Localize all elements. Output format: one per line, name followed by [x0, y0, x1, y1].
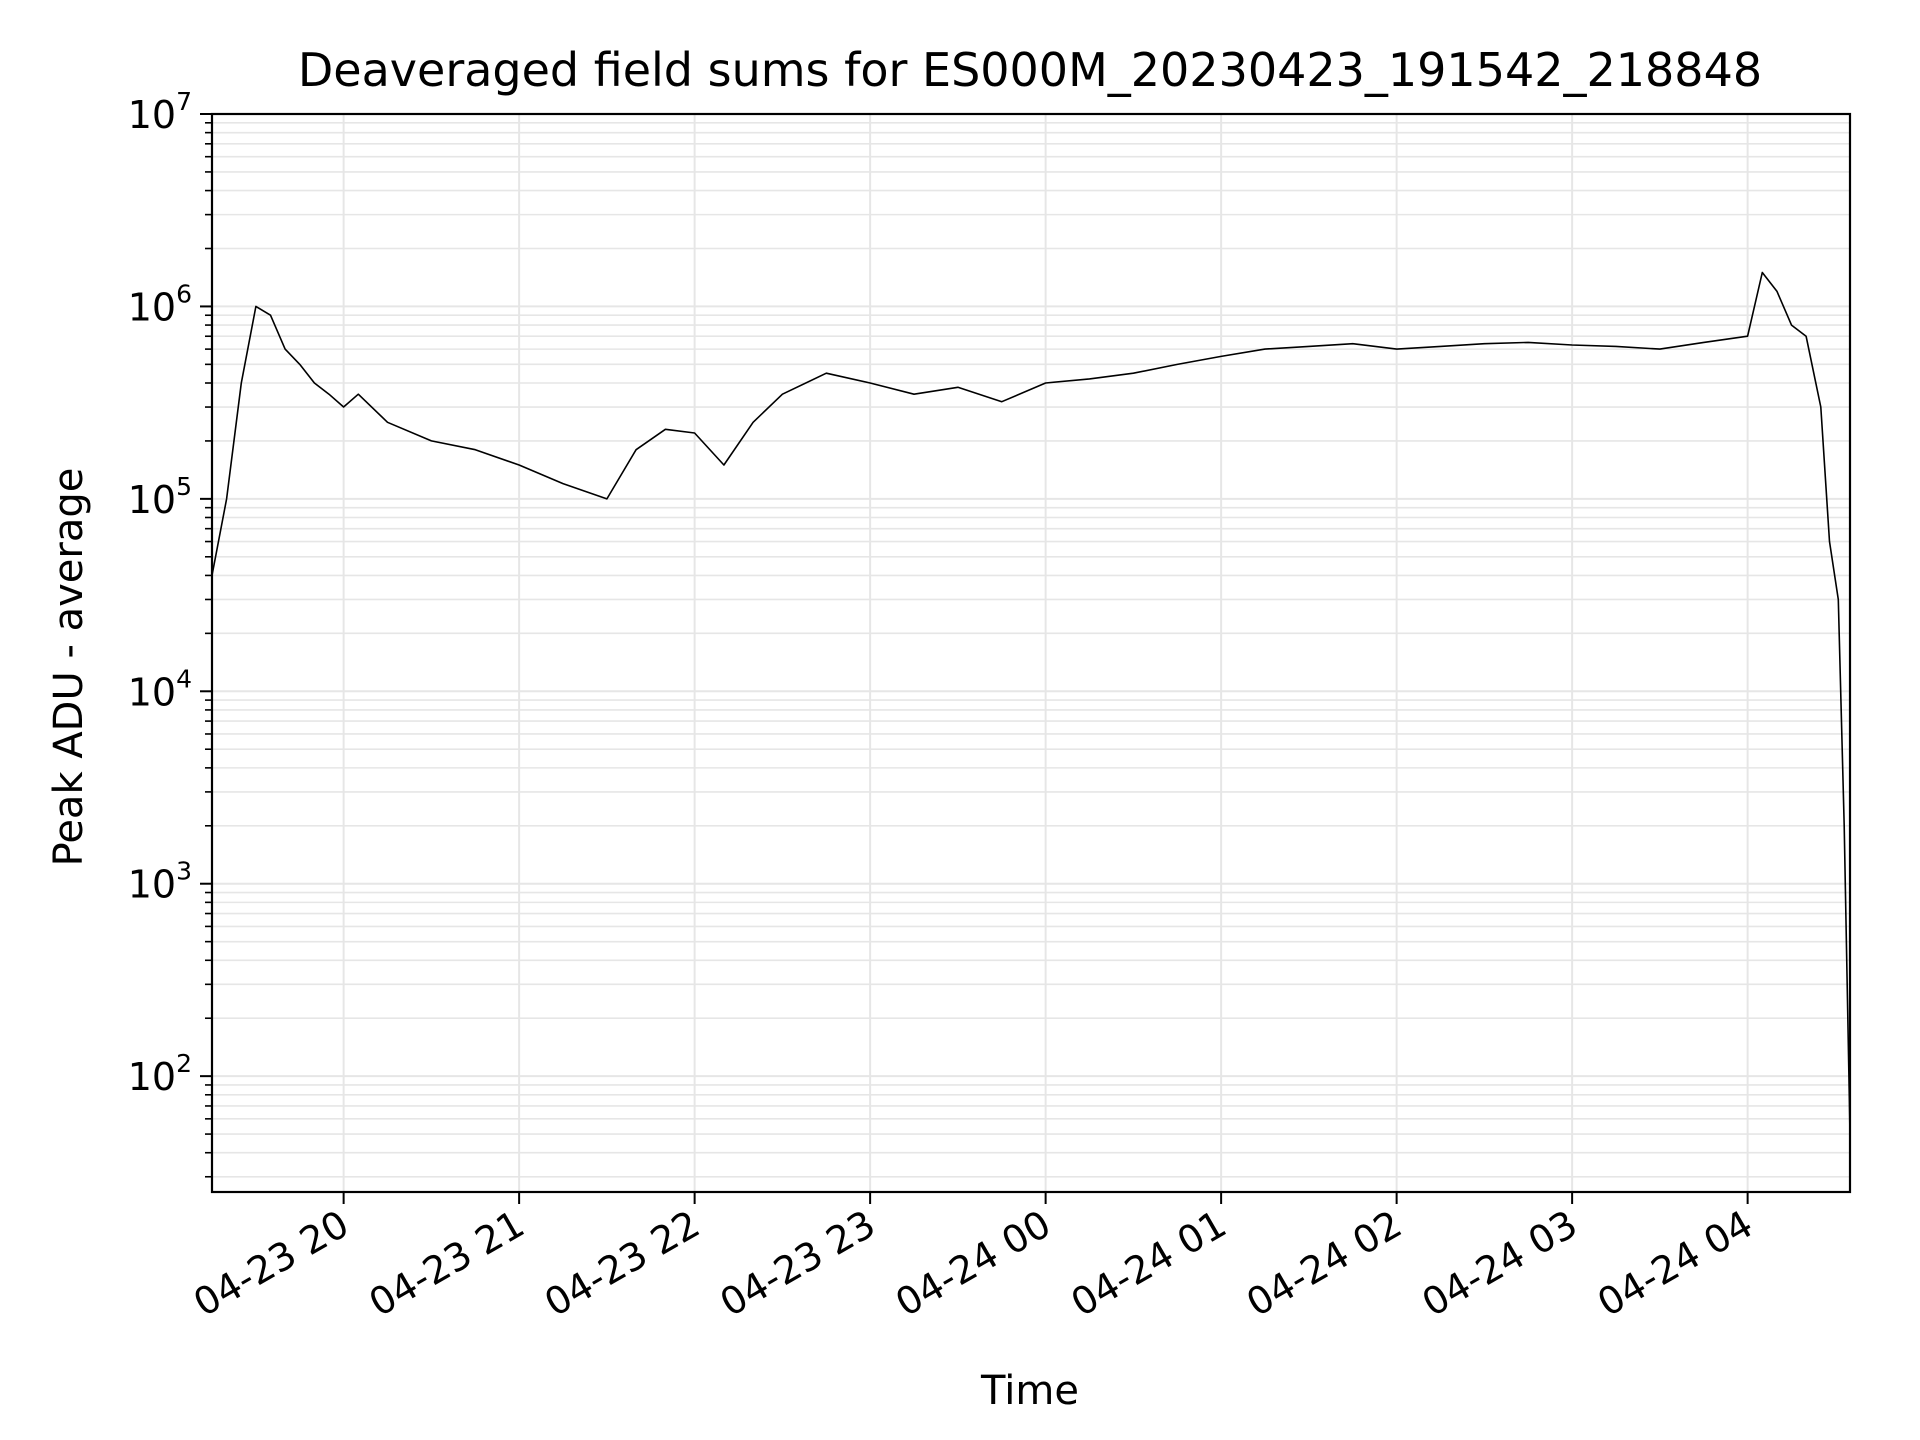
x-axis-title: Time: [980, 1368, 1079, 1414]
y-tick-label: 105: [128, 472, 192, 522]
series-layer: [211, 271, 1851, 1135]
plot-frame: [210, 112, 1852, 1194]
y-tick-label: 107: [128, 87, 192, 137]
y-tick-label: 106: [128, 279, 192, 329]
y-tick-label: 102: [128, 1049, 192, 1099]
y-tick-label: 104: [128, 664, 192, 714]
series-line: [211, 271, 1851, 1135]
grid-lines: [212, 114, 1850, 1192]
y-tick-label: 103: [128, 857, 192, 907]
chart-title: Deaveraged field sums for ES000M_2023042…: [298, 43, 1762, 97]
y-axis-ticks: 102 103 104 105 106 107: [128, 87, 212, 1178]
y-axis-title: Peak ADU - average: [46, 468, 92, 867]
